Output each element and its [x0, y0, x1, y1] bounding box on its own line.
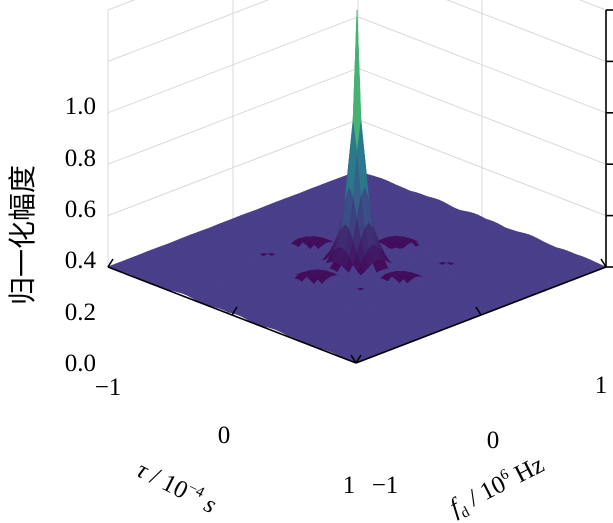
- z-tick-label: 0.8: [65, 145, 96, 172]
- x-tick-label: −1: [95, 374, 122, 401]
- z-tick-label: 0.6: [65, 196, 96, 223]
- x-tick-label: 0: [218, 422, 231, 449]
- x-tick-label: 1: [343, 472, 356, 499]
- z-tick-labels: 0.0 0.2 0.4 0.6 0.8 1.0: [65, 93, 97, 377]
- y-axis-label: fd / 106 Hz: [445, 450, 550, 523]
- surface-layer: [107, 9, 607, 364]
- z-axis-label: 归一化幅度: [6, 165, 39, 305]
- z-tick-label: 0.4: [65, 247, 97, 274]
- z-tick-label: 0.0: [65, 350, 96, 377]
- y-tick-label: 0: [487, 427, 500, 454]
- z-tick-label: 0.2: [65, 299, 96, 326]
- x-axis-label: τ / 10−4 s: [132, 455, 221, 519]
- z-tick-label: 1.0: [65, 93, 96, 120]
- y-tick-label: −1: [372, 472, 399, 499]
- y-tick-label: 1: [595, 372, 608, 399]
